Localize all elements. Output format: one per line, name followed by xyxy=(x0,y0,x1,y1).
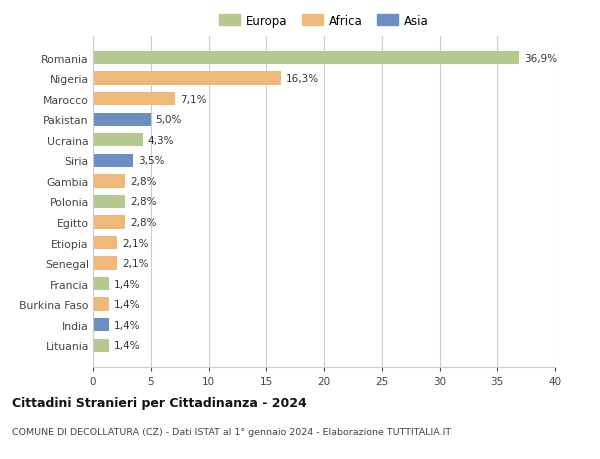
Bar xyxy=(93,195,125,209)
Bar xyxy=(93,319,109,332)
Bar xyxy=(93,257,117,270)
Text: 1,4%: 1,4% xyxy=(114,279,140,289)
Text: 2,8%: 2,8% xyxy=(130,176,157,186)
Text: 1,4%: 1,4% xyxy=(114,300,140,309)
Bar xyxy=(93,277,109,291)
Bar xyxy=(93,113,151,127)
Bar xyxy=(93,93,175,106)
Bar xyxy=(93,216,125,229)
Bar xyxy=(93,298,109,311)
Bar xyxy=(93,134,143,147)
Bar xyxy=(93,339,109,352)
Text: COMUNE DI DECOLLATURA (CZ) - Dati ISTAT al 1° gennaio 2024 - Elaborazione TUTTIT: COMUNE DI DECOLLATURA (CZ) - Dati ISTAT … xyxy=(12,427,451,436)
Text: 36,9%: 36,9% xyxy=(524,53,557,63)
Legend: Europa, Africa, Asia: Europa, Africa, Asia xyxy=(215,11,433,31)
Text: 4,3%: 4,3% xyxy=(147,135,174,146)
Text: 2,8%: 2,8% xyxy=(130,197,157,207)
Bar xyxy=(93,52,519,65)
Bar xyxy=(93,154,133,168)
Text: 2,8%: 2,8% xyxy=(130,218,157,228)
Text: 1,4%: 1,4% xyxy=(114,341,140,351)
Text: 2,1%: 2,1% xyxy=(122,258,148,269)
Text: 1,4%: 1,4% xyxy=(114,320,140,330)
Text: 3,5%: 3,5% xyxy=(138,156,164,166)
Text: 16,3%: 16,3% xyxy=(286,74,319,84)
Text: Cittadini Stranieri per Cittadinanza - 2024: Cittadini Stranieri per Cittadinanza - 2… xyxy=(12,396,307,409)
Text: 5,0%: 5,0% xyxy=(155,115,182,125)
Bar xyxy=(93,175,125,188)
Bar xyxy=(93,236,117,250)
Bar xyxy=(93,72,281,85)
Text: 2,1%: 2,1% xyxy=(122,238,148,248)
Text: 7,1%: 7,1% xyxy=(179,95,206,104)
